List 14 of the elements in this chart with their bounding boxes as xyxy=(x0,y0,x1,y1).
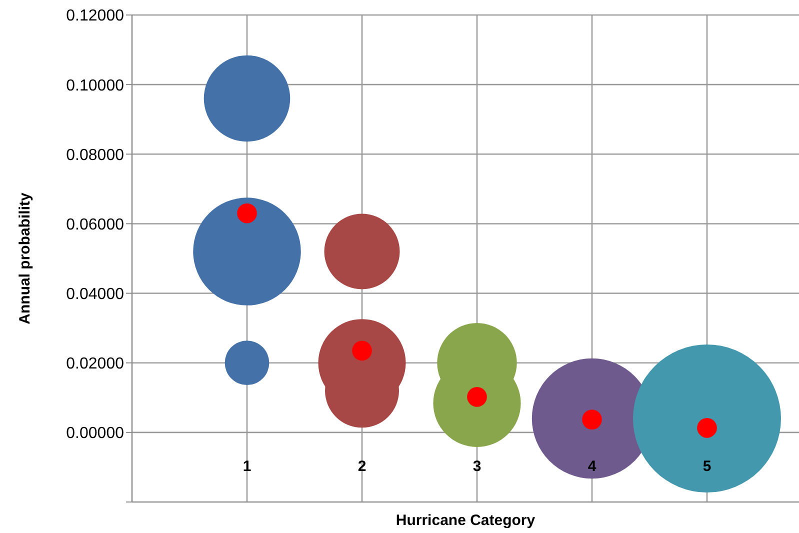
x-tick-label: 2 xyxy=(358,458,366,475)
y-tick-label: 0.00000 xyxy=(66,425,124,442)
x-axis-title: Hurricane Category xyxy=(396,512,536,529)
x-tick-label: 5 xyxy=(702,458,712,475)
y-tick-label: 0.08000 xyxy=(66,146,124,164)
y-tick-label: 0.06000 xyxy=(66,216,124,234)
y-tick-label: 0.02000 xyxy=(66,356,124,373)
y-tick-label: 0.04000 xyxy=(66,286,124,303)
x-tick-label: 4 xyxy=(588,458,597,475)
x-tick-label: 3 xyxy=(472,458,482,475)
y-tick-label: 0.10000 xyxy=(66,77,124,94)
x-tick-label: 1 xyxy=(242,458,252,475)
y-axis-title: Annual probability xyxy=(16,192,34,324)
y-tick-label: 0.12000 xyxy=(66,8,124,25)
